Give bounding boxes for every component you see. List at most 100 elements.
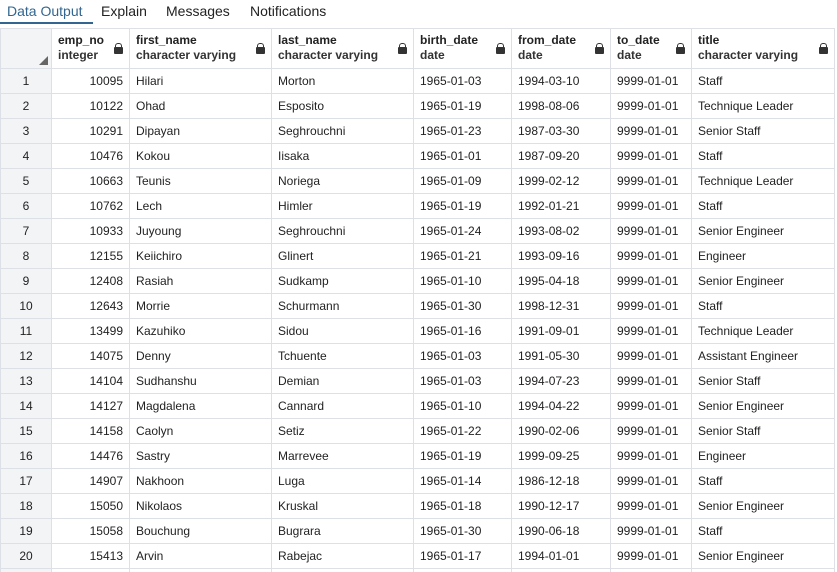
row-number-cell[interactable]: 19 — [0, 518, 52, 544]
title-cell[interactable]: Technique Leader — [691, 93, 835, 119]
to-date-cell[interactable]: 9999-01-01 — [610, 143, 692, 169]
emp-no-cell[interactable]: 14104 — [51, 368, 130, 394]
column-header-to-date[interactable]: to_date date — [610, 28, 692, 69]
last-name-cell[interactable]: Bugrara — [271, 518, 414, 544]
first-name-cell[interactable]: Caolyn — [129, 418, 272, 444]
last-name-cell[interactable]: Seghrouchni — [271, 218, 414, 244]
row-number-cell[interactable]: 13 — [0, 368, 52, 394]
table-row[interactable]: 3 10291 Dipayan Seghrouchni 1965-01-23 1987-0… — [0, 118, 835, 144]
table-row[interactable]: 8 12155 Keiichiro Glinert 1965-01-21 1993-09-… — [0, 243, 835, 269]
emp-no-cell[interactable]: 14907 — [51, 468, 130, 494]
to-date-cell[interactable]: 9999-01-01 — [610, 168, 692, 194]
emp-no-cell[interactable]: 10291 — [51, 118, 130, 144]
last-name-cell[interactable]: Noriega — [271, 168, 414, 194]
title-cell[interactable]: Staff — [691, 143, 835, 169]
from-date-cell[interactable]: 1991-05-30 — [511, 343, 611, 369]
last-name-cell[interactable]: Sudkamp — [271, 268, 414, 294]
title-cell[interactable]: Senior Engineer — [691, 218, 835, 244]
birth-date-cell[interactable]: 1965-01-03 — [413, 343, 512, 369]
from-date-cell[interactable]: 1995-04-18 — [511, 268, 611, 294]
from-date-cell[interactable]: 1994-07-23 — [511, 368, 611, 394]
row-number-cell[interactable]: 18 — [0, 493, 52, 519]
emp-no-cell[interactable]: 15058 — [51, 518, 130, 544]
row-number-cell[interactable]: 11 — [0, 318, 52, 344]
to-date-cell[interactable]: 9999-01-01 — [610, 93, 692, 119]
to-date-cell[interactable]: 9999-01-01 — [610, 418, 692, 444]
from-date-cell[interactable]: 1992-01-21 — [511, 193, 611, 219]
first-name-cell[interactable]: Arvin — [129, 543, 272, 569]
from-date-cell[interactable]: 1987-03-30 — [511, 118, 611, 144]
last-name-cell[interactable]: Marrevee — [271, 443, 414, 469]
first-name-cell[interactable]: Bouchung — [129, 518, 272, 544]
row-number-cell[interactable]: 7 — [0, 218, 52, 244]
emp-no-cell[interactable]: 15413 — [51, 543, 130, 569]
birth-date-cell[interactable]: 1965-01-10 — [413, 268, 512, 294]
to-date-cell[interactable]: 9999-01-01 — [610, 218, 692, 244]
row-number-cell[interactable]: 17 — [0, 468, 52, 494]
table-row[interactable]: 9 12408 Rasiah Sudkamp 1965-01-10 1995-04-18 9… — [0, 268, 835, 294]
last-name-cell[interactable]: Kruskal — [271, 493, 414, 519]
title-cell[interactable]: Staff — [691, 518, 835, 544]
emp-no-cell[interactable]: 12643 — [51, 293, 130, 319]
column-header-last-name[interactable]: last_name character varying — [271, 28, 414, 69]
birth-date-cell[interactable]: 1965-01-19 — [413, 443, 512, 469]
table-row[interactable]: 17 14907 Nakhoon Luga 1965-01-14 1986-12-18 99… — [0, 468, 835, 494]
last-name-cell[interactable]: Glinert — [271, 243, 414, 269]
first-name-cell[interactable]: Nikolaos — [129, 493, 272, 519]
birth-date-cell[interactable]: 1965-01-24 — [413, 218, 512, 244]
first-name-cell[interactable]: Sastry — [129, 443, 272, 469]
from-date-cell[interactable]: 1994-04-22 — [511, 393, 611, 419]
birth-date-cell[interactable]: 1965-01-01 — [413, 143, 512, 169]
last-name-cell[interactable]: Luga — [271, 468, 414, 494]
first-name-cell[interactable]: Kazuhiko — [129, 318, 272, 344]
first-name-cell[interactable]: Keiichiro — [129, 243, 272, 269]
table-row[interactable]: 5 10663 Teunis Noriega 1965-01-09 1999-02-12 9… — [0, 168, 835, 194]
last-name-cell[interactable]: Seghrouchni — [271, 118, 414, 144]
from-date-cell[interactable]: 1990-02-06 — [511, 418, 611, 444]
from-date-cell[interactable]: 1998-08-06 — [511, 93, 611, 119]
emp-no-cell[interactable]: 10122 — [51, 93, 130, 119]
to-date-cell[interactable]: 9999-01-01 — [610, 393, 692, 419]
row-number-cell[interactable]: 16 — [0, 443, 52, 469]
first-name-cell[interactable]: Juyoung — [129, 218, 272, 244]
title-cell[interactable]: Senior Staff — [691, 118, 835, 144]
row-number-cell[interactable]: 14 — [0, 393, 52, 419]
to-date-cell[interactable]: 9999-01-01 — [610, 268, 692, 294]
table-row[interactable]: 2 10122 Ohad Esposito 1965-01-19 1998-08-06 99… — [0, 93, 835, 119]
birth-date-cell[interactable]: 1965-01-17 — [413, 543, 512, 569]
table-row[interactable]: 18 15050 Nikolaos Kruskal 1965-01-18 1990-12-… — [0, 493, 835, 519]
table-row[interactable]: 1 10095 Hilari Morton 1965-01-03 1994-03-10 99… — [0, 68, 835, 94]
birth-date-cell[interactable]: 1965-01-21 — [413, 243, 512, 269]
column-header-birth-date[interactable]: birth_date date — [413, 28, 512, 69]
birth-date-cell[interactable]: 1965-01-19 — [413, 93, 512, 119]
title-cell[interactable]: Technique Leader — [691, 168, 835, 194]
from-date-cell[interactable]: 1986-12-18 — [511, 468, 611, 494]
title-cell[interactable]: Staff — [691, 468, 835, 494]
emp-no-cell[interactable]: 10762 — [51, 193, 130, 219]
birth-date-cell[interactable]: 1965-01-09 — [413, 168, 512, 194]
emp-no-cell[interactable]: 15050 — [51, 493, 130, 519]
row-number-cell[interactable]: 15 — [0, 418, 52, 444]
title-cell[interactable]: Senior Engineer — [691, 543, 835, 569]
row-number-cell[interactable]: 3 — [0, 118, 52, 144]
emp-no-cell[interactable]: 10095 — [51, 68, 130, 94]
row-number-cell[interactable]: 2 — [0, 93, 52, 119]
from-date-cell[interactable]: 1993-08-02 — [511, 218, 611, 244]
to-date-cell[interactable]: 9999-01-01 — [610, 343, 692, 369]
table-row[interactable]: 11 13499 Kazuhiko Sidou 1965-01-16 1991-09-01… — [0, 318, 835, 344]
column-header-title[interactable]: title character varying — [691, 28, 835, 69]
column-header-first-name[interactable]: first_name character varying — [129, 28, 272, 69]
table-row[interactable]: 12 14075 Denny Tchuente 1965-01-03 1991-05-30… — [0, 343, 835, 369]
title-cell[interactable]: Senior Staff — [691, 368, 835, 394]
first-name-cell[interactable]: Dipayan — [129, 118, 272, 144]
to-date-cell[interactable]: 9999-01-01 — [610, 368, 692, 394]
last-name-cell[interactable]: Sidou — [271, 318, 414, 344]
title-cell[interactable]: Technique Leader — [691, 318, 835, 344]
to-date-cell[interactable]: 9999-01-01 — [610, 118, 692, 144]
emp-no-cell[interactable]: 12155 — [51, 243, 130, 269]
emp-no-cell[interactable]: 13499 — [51, 318, 130, 344]
row-number-cell[interactable]: 12 — [0, 343, 52, 369]
from-date-cell[interactable]: 1990-06-18 — [511, 518, 611, 544]
from-date-cell[interactable]: 1991-09-01 — [511, 318, 611, 344]
emp-no-cell[interactable]: 10476 — [51, 143, 130, 169]
